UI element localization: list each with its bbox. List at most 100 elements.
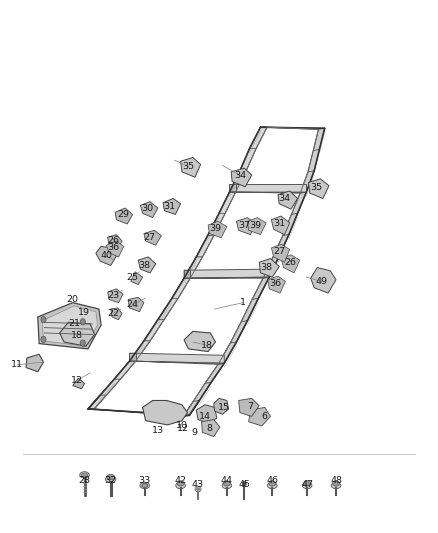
Polygon shape bbox=[88, 409, 189, 416]
Polygon shape bbox=[108, 235, 122, 249]
Polygon shape bbox=[261, 127, 325, 130]
Text: 39: 39 bbox=[249, 221, 261, 230]
Ellipse shape bbox=[81, 473, 88, 477]
Text: 36: 36 bbox=[269, 279, 281, 288]
Ellipse shape bbox=[177, 481, 184, 486]
Text: 19: 19 bbox=[78, 308, 90, 317]
Polygon shape bbox=[130, 353, 136, 361]
Text: 35: 35 bbox=[310, 183, 322, 192]
Polygon shape bbox=[291, 192, 306, 214]
Polygon shape bbox=[259, 259, 279, 277]
Polygon shape bbox=[143, 400, 187, 425]
Polygon shape bbox=[250, 127, 267, 149]
Text: 47: 47 bbox=[301, 480, 313, 489]
Polygon shape bbox=[208, 221, 227, 238]
Polygon shape bbox=[88, 395, 106, 409]
Text: 1: 1 bbox=[240, 298, 246, 307]
Polygon shape bbox=[184, 269, 269, 278]
Ellipse shape bbox=[304, 481, 311, 486]
Polygon shape bbox=[130, 353, 224, 364]
Polygon shape bbox=[231, 168, 252, 187]
Text: 6: 6 bbox=[262, 413, 268, 422]
Polygon shape bbox=[130, 341, 150, 361]
Ellipse shape bbox=[332, 481, 339, 486]
Ellipse shape bbox=[223, 481, 230, 486]
Polygon shape bbox=[180, 158, 201, 177]
Polygon shape bbox=[196, 236, 214, 257]
Polygon shape bbox=[193, 382, 211, 401]
Text: 26: 26 bbox=[107, 237, 119, 246]
Ellipse shape bbox=[268, 482, 277, 489]
Polygon shape bbox=[184, 332, 215, 352]
Polygon shape bbox=[183, 128, 325, 416]
Text: 8: 8 bbox=[206, 424, 212, 433]
Text: 40: 40 bbox=[100, 252, 113, 260]
Polygon shape bbox=[311, 268, 336, 293]
Polygon shape bbox=[300, 171, 314, 193]
Polygon shape bbox=[201, 419, 220, 437]
Text: 36: 36 bbox=[107, 244, 120, 253]
Polygon shape bbox=[184, 270, 190, 278]
Polygon shape bbox=[144, 320, 164, 341]
Text: 31: 31 bbox=[273, 220, 285, 229]
Polygon shape bbox=[196, 405, 217, 423]
Text: 23: 23 bbox=[107, 291, 120, 300]
Polygon shape bbox=[249, 407, 271, 426]
Ellipse shape bbox=[142, 483, 148, 488]
Polygon shape bbox=[272, 244, 290, 262]
Ellipse shape bbox=[107, 474, 115, 480]
Text: 48: 48 bbox=[330, 476, 342, 484]
Polygon shape bbox=[240, 149, 256, 171]
Circle shape bbox=[41, 336, 46, 343]
Text: 10: 10 bbox=[176, 422, 188, 431]
Polygon shape bbox=[128, 297, 144, 312]
Text: 44: 44 bbox=[221, 476, 233, 484]
Text: 33: 33 bbox=[139, 476, 151, 484]
Polygon shape bbox=[272, 216, 290, 235]
Text: 32: 32 bbox=[105, 476, 117, 484]
Polygon shape bbox=[273, 235, 289, 257]
Ellipse shape bbox=[197, 488, 200, 490]
Text: 38: 38 bbox=[260, 263, 272, 272]
Ellipse shape bbox=[176, 482, 185, 489]
Polygon shape bbox=[313, 128, 325, 151]
Polygon shape bbox=[96, 246, 117, 265]
Text: 35: 35 bbox=[182, 162, 194, 171]
Polygon shape bbox=[283, 213, 297, 236]
Polygon shape bbox=[26, 354, 43, 372]
Polygon shape bbox=[172, 278, 190, 298]
Text: 49: 49 bbox=[316, 277, 328, 286]
Text: 30: 30 bbox=[141, 204, 153, 213]
Polygon shape bbox=[219, 192, 236, 213]
Polygon shape bbox=[60, 322, 95, 346]
Polygon shape bbox=[100, 379, 120, 395]
Polygon shape bbox=[268, 276, 286, 293]
Text: 15: 15 bbox=[218, 403, 230, 412]
Text: 21: 21 bbox=[68, 319, 80, 328]
Polygon shape bbox=[114, 361, 136, 379]
Polygon shape bbox=[239, 398, 259, 416]
Text: 13: 13 bbox=[152, 426, 164, 435]
Text: 18: 18 bbox=[71, 331, 83, 340]
Text: 20: 20 bbox=[67, 295, 79, 304]
Text: 22: 22 bbox=[107, 309, 119, 318]
Polygon shape bbox=[230, 184, 236, 192]
Ellipse shape bbox=[80, 472, 89, 478]
Text: 26: 26 bbox=[284, 258, 296, 266]
Ellipse shape bbox=[195, 487, 201, 492]
Text: 24: 24 bbox=[127, 300, 138, 309]
Text: 18: 18 bbox=[201, 341, 213, 350]
Text: 38: 38 bbox=[138, 261, 150, 270]
Text: 25: 25 bbox=[127, 273, 138, 281]
Text: 37: 37 bbox=[238, 221, 251, 230]
Polygon shape bbox=[141, 201, 158, 217]
Text: 14: 14 bbox=[199, 412, 211, 421]
Polygon shape bbox=[144, 230, 161, 245]
Ellipse shape bbox=[302, 482, 312, 489]
Polygon shape bbox=[138, 257, 155, 273]
Polygon shape bbox=[38, 303, 101, 349]
Polygon shape bbox=[158, 298, 178, 320]
Polygon shape bbox=[106, 241, 124, 257]
Text: 9: 9 bbox=[191, 428, 197, 437]
Text: 12: 12 bbox=[71, 376, 83, 385]
